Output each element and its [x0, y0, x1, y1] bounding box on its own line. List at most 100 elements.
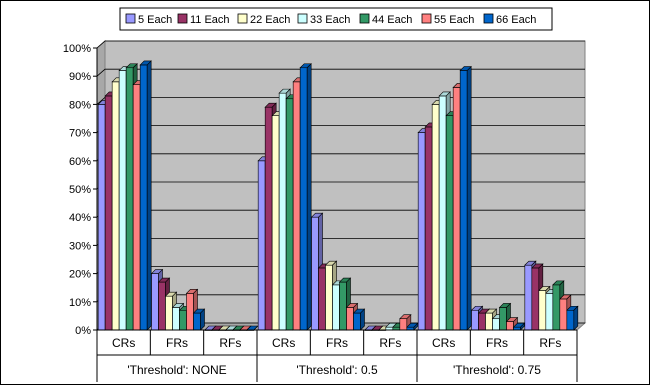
- group-label: 'Threshold': 0.5: [296, 363, 378, 377]
- y-tick-label: 50%: [69, 184, 91, 196]
- bar-front: [492, 318, 500, 331]
- x-tick-label: RFs: [379, 336, 401, 350]
- bar-front: [104, 95, 113, 331]
- bar-front: [151, 273, 159, 331]
- group-label: 'Threshold': NONE: [127, 363, 226, 377]
- x-tick-label: CRs: [112, 336, 135, 350]
- bar-front: [257, 160, 266, 331]
- legend-item: 66 Each: [483, 13, 536, 26]
- bar-front: [445, 115, 454, 331]
- bar-front: [524, 264, 533, 331]
- legend-item: 11 Each: [177, 13, 230, 26]
- bar-front: [278, 92, 287, 331]
- bar-front: [139, 64, 148, 331]
- legend-label: 33 Each: [310, 14, 350, 26]
- bar: [139, 60, 152, 331]
- legend: 5 Each 11 Each 22 Each 33 Each 44 Each 55 Eac…: [119, 7, 553, 31]
- legend-label: 5 Each: [138, 14, 172, 26]
- bar: [512, 322, 526, 331]
- axes: 0% 10% 20% 30% 40% 50% 60% 70% 80% 90% 100% CRs FRs R…: [63, 43, 578, 382]
- bar-side: [146, 60, 152, 331]
- legend-swatch: [125, 13, 136, 24]
- legend-item: 33 Each: [297, 13, 350, 26]
- bar-front: [97, 104, 106, 331]
- bar-front: [478, 312, 486, 331]
- legend-label: 44 Each: [372, 14, 412, 26]
- bar-side: [360, 308, 365, 331]
- bar-front: [325, 264, 333, 331]
- bar-front: [417, 132, 426, 331]
- x-tick-label: FRs: [166, 336, 188, 350]
- bar-front: [158, 281, 166, 331]
- bar-front: [285, 98, 294, 331]
- legend-item: 22 Each: [237, 13, 290, 26]
- y-tick-label: 90%: [69, 71, 91, 83]
- legend-label: 11 Each: [190, 14, 230, 26]
- bar-front: [559, 298, 568, 331]
- bar-front: [424, 126, 433, 331]
- bar-front: [111, 81, 120, 331]
- legend-item: 55 Each: [421, 13, 474, 26]
- bar-front: [531, 267, 540, 331]
- legend-label: 55 Each: [434, 14, 474, 26]
- bar-front: [459, 70, 468, 331]
- bar: [459, 65, 472, 331]
- bar-front: [499, 307, 507, 331]
- bar-front: [179, 309, 187, 331]
- bar-front: [485, 312, 493, 331]
- legend-swatch: [359, 13, 370, 24]
- bar-side: [466, 65, 472, 331]
- bar-front: [311, 216, 319, 331]
- bar-front: [292, 81, 301, 331]
- legend-item: 44 Each: [359, 13, 412, 26]
- bar-front: [264, 106, 273, 331]
- bar-front: [399, 318, 408, 331]
- x-tick-label: CRs: [432, 336, 455, 350]
- legend-swatch: [483, 13, 494, 24]
- legend-box: [119, 7, 553, 31]
- y-tick-label: 70%: [69, 128, 91, 140]
- x-tick-label: FRs: [326, 336, 348, 350]
- bar-front: [538, 290, 547, 331]
- y-tick-label: 30%: [69, 240, 91, 252]
- bar-front: [332, 284, 340, 331]
- bar-front: [186, 293, 194, 331]
- bar: [566, 305, 579, 331]
- bar-front: [506, 321, 514, 331]
- bar: [406, 322, 419, 331]
- gridline: [96, 68, 585, 77]
- x-tick-label: CRs: [272, 336, 295, 350]
- bar-front: [471, 309, 479, 331]
- y-tick-label: 0%: [75, 325, 91, 337]
- bar-front: [299, 67, 308, 331]
- legend-swatch: [421, 13, 432, 24]
- bar-front: [545, 293, 554, 331]
- bar-front: [346, 307, 354, 331]
- bar: [352, 308, 366, 331]
- bar-front: [552, 284, 561, 331]
- bar-front: [353, 312, 361, 331]
- bar-side: [200, 308, 205, 331]
- group-label: 'Threshold': 0.75: [453, 363, 541, 377]
- bar-side: [253, 325, 259, 331]
- bar-side: [306, 63, 312, 331]
- bar: [299, 63, 312, 331]
- bar-front: [118, 70, 127, 331]
- legend-label: 66 Each: [496, 14, 536, 26]
- bar-front: [193, 312, 201, 331]
- legend-item: 5 Each: [125, 13, 172, 26]
- bar-front: [125, 67, 134, 331]
- y-tick-label: 20%: [69, 269, 91, 281]
- bar: [192, 308, 206, 331]
- x-tick-label: RFs: [539, 336, 561, 350]
- bar-front: [271, 115, 280, 331]
- legend-swatch: [297, 13, 308, 24]
- y-tick-label: 10%: [69, 297, 91, 309]
- bar-front: [438, 95, 447, 331]
- bar-side: [413, 322, 419, 331]
- gridline: [96, 40, 585, 49]
- y-tick-label: 60%: [69, 156, 91, 168]
- bar-front: [318, 267, 326, 331]
